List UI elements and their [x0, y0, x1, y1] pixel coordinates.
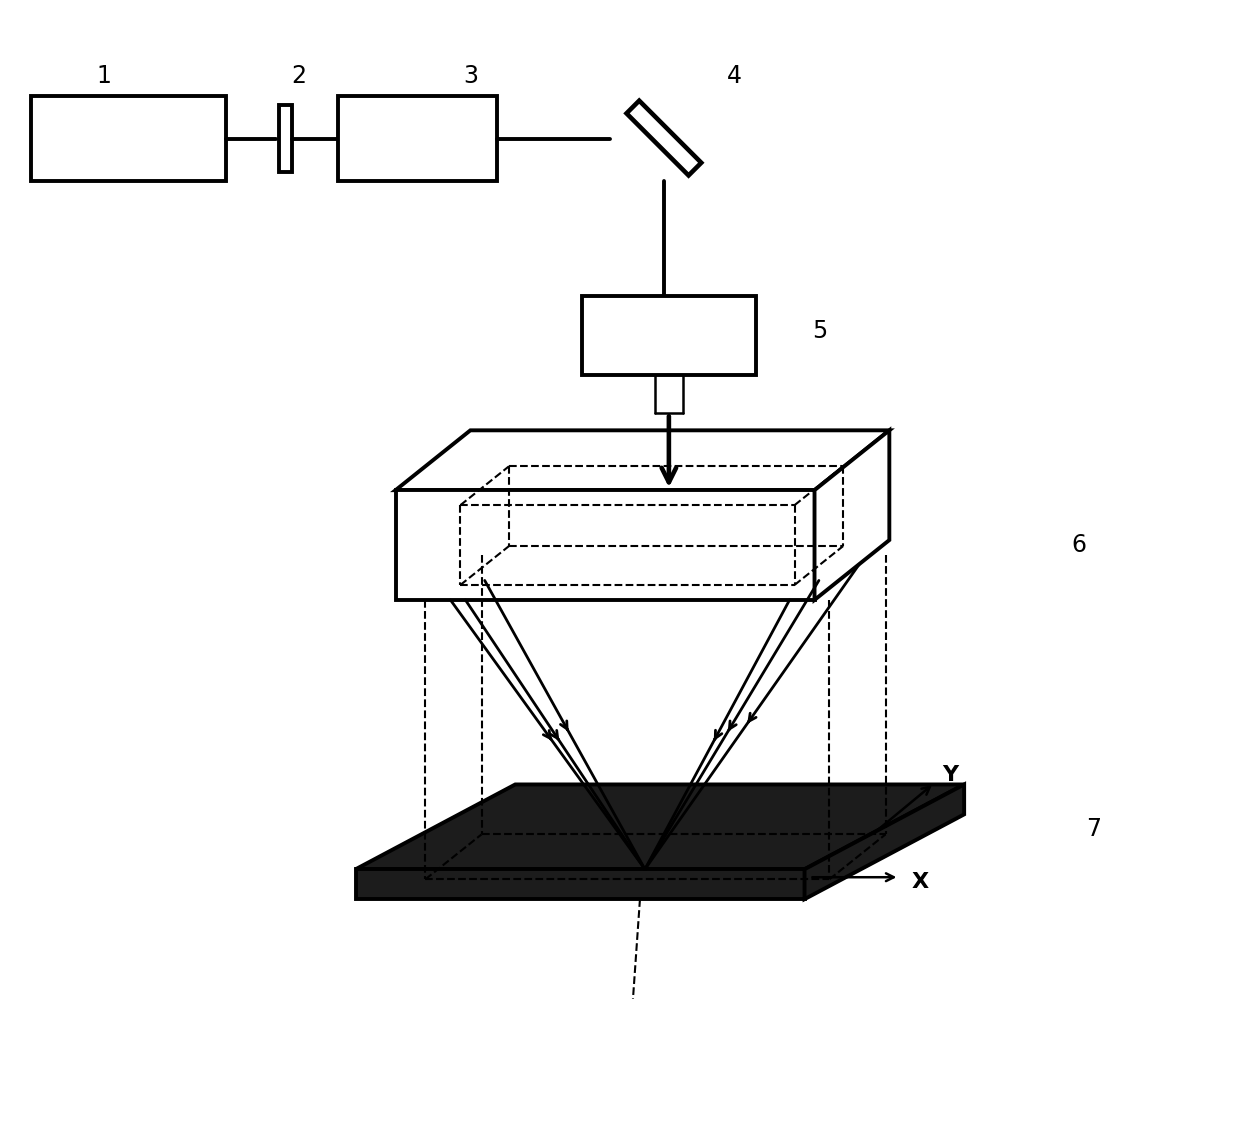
Text: 1: 1 — [97, 64, 112, 88]
Text: 3: 3 — [463, 64, 477, 88]
Bar — [337, 96, 497, 181]
Text: 7: 7 — [1086, 818, 1101, 842]
Bar — [279, 105, 291, 172]
Text: 5: 5 — [812, 318, 827, 343]
Polygon shape — [396, 490, 815, 600]
Polygon shape — [805, 784, 965, 899]
Polygon shape — [396, 431, 889, 490]
Bar — [582, 296, 756, 376]
Text: Y: Y — [942, 765, 959, 785]
Text: 2: 2 — [291, 64, 306, 88]
Polygon shape — [356, 784, 965, 870]
Text: 6: 6 — [1071, 533, 1086, 557]
Bar — [31, 96, 226, 181]
Polygon shape — [626, 100, 702, 176]
Text: 4: 4 — [727, 64, 743, 88]
Text: X: X — [911, 872, 929, 892]
Polygon shape — [815, 431, 889, 600]
Polygon shape — [356, 870, 805, 899]
